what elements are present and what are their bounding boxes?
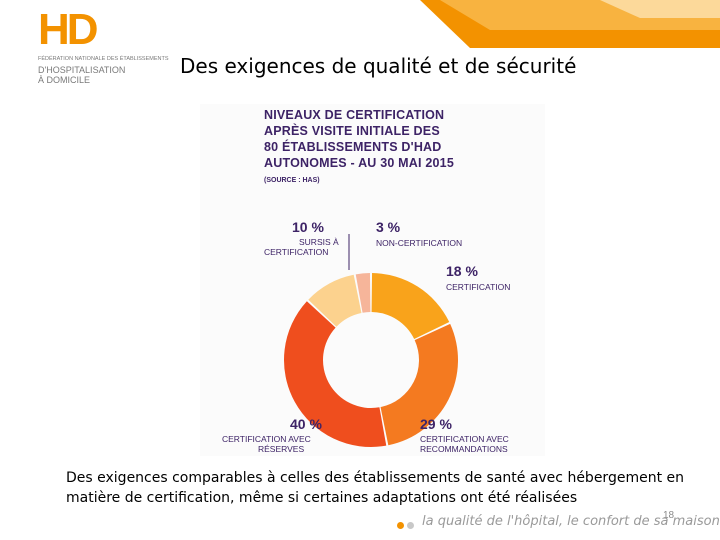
slide-number: 18 [663, 510, 675, 521]
slice-label-non-cert-pct: 3 % [376, 219, 401, 235]
slice-label-recommandations-line1: CERTIFICATION AVEC [420, 434, 509, 444]
chart-title-line-2: APRÈS VISITE INITIALE DES [264, 124, 440, 138]
footer-tagline: la qualité de l'hôpital, le confort de s… [422, 514, 720, 529]
slice-label-certification-line1: CERTIFICATION [446, 282, 511, 292]
slice-label-reserves-line1: CERTIFICATION AVEC [222, 434, 311, 444]
slice-label-recommandations-pct: 29 % [420, 416, 452, 432]
logo-subtitle-line1: FÉDÉRATION NATIONALE DES ÉTABLISSEMENTS [38, 56, 169, 62]
banner-pale-band [600, 0, 720, 18]
logo-letters: HD [38, 5, 99, 54]
donut-chart [284, 234, 458, 448]
footer-dot-grey [407, 522, 414, 529]
slide-caption: Des exigences comparables à celles des é… [66, 470, 684, 506]
donut-slice-recommandations [380, 323, 458, 446]
slice-label-non-cert-line1: NON-CERTIFICATION [376, 238, 463, 248]
slice-label-reserves-line2: RÉSERVES [258, 444, 305, 454]
donut-slice-reserves [284, 301, 387, 448]
chart-title-line-4: AUTONOMES - AU 30 MAI 2015 [264, 156, 454, 170]
slice-label-certification-pct: 18 % [446, 263, 478, 279]
chart-source: (SOURCE : HAS) [264, 177, 320, 184]
chart-title-line-1: NIVEAUX DE CERTIFICATION [264, 108, 445, 122]
slice-label-recommandations-line2: RECOMMANDATIONS [420, 444, 508, 454]
donut-slice-certification [371, 273, 450, 340]
logo-subtitle-line2: D'HOSPITALISATION [38, 65, 126, 75]
donut-slice-sursis [308, 274, 362, 327]
footer-dot-orange [397, 522, 404, 529]
certification-chart: NIVEAUX DE CERTIFICATION APRÈS VISITE IN… [200, 104, 545, 456]
chart-title-line-3: 80 ÉTABLISSEMENTS D'HAD [264, 140, 442, 154]
hd-logo: HD FÉDÉRATION NATIONALE DES ÉTABLISSEMEN… [38, 5, 169, 86]
slice-label-sursis-pct: 10 % [292, 219, 324, 235]
slice-label-sursis-line2: CERTIFICATION [264, 247, 329, 257]
slice-label-sursis-line1: SURSIS À [299, 237, 339, 247]
header-banner [420, 0, 720, 48]
logo-subtitle-line3: À DOMICILE [38, 75, 91, 85]
donut-slice-non-certification [355, 273, 371, 313]
slide-title: Des exigences de qualité et de sécurité [180, 54, 577, 78]
slice-label-reserves-pct: 40 % [290, 416, 322, 432]
